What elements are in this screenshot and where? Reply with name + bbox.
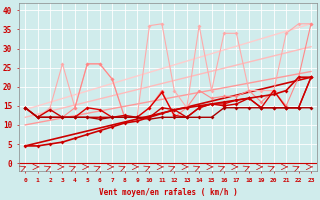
X-axis label: Vent moyen/en rafales ( km/h ): Vent moyen/en rafales ( km/h ) — [99, 188, 237, 197]
